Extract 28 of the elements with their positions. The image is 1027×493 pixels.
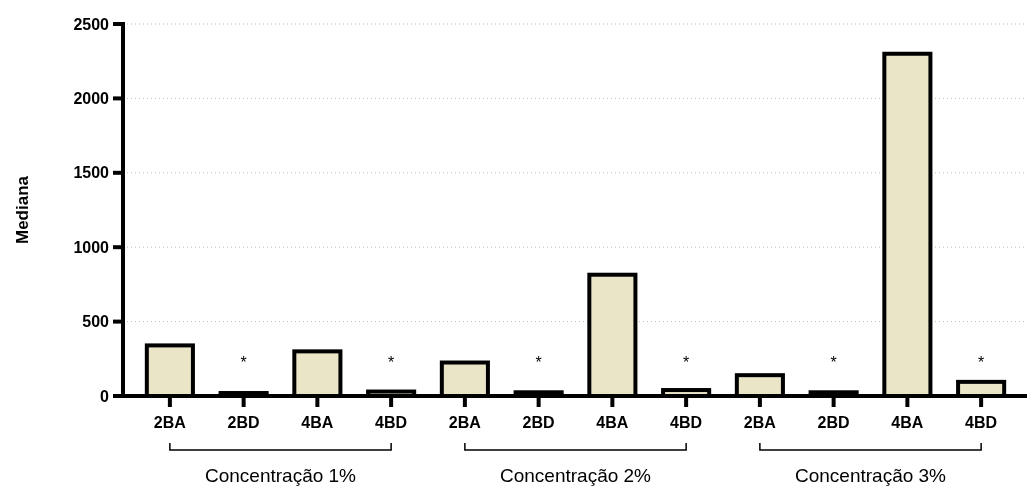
annotation: * [240,354,247,371]
text: Concentração 3% [794,465,947,486]
y-tick-label: 1000 [73,238,110,256]
annotation: * [978,354,985,371]
y-tick-label: 0 [100,387,110,405]
x-tick-label: 4BA [301,414,334,431]
y-tick-label: 2000 [73,90,110,107]
x-tick-label: 2BD [817,414,850,431]
x-tick-label: 2BA [153,414,187,431]
y-tick-label: 1500 [73,164,110,182]
annotation: * [388,354,395,371]
x-tick-label: 2BA [743,414,777,431]
x-tick-label: 4BD [375,414,408,431]
x-tick-label: 2BD [522,414,555,431]
x-tick-label: 4BA [596,414,629,431]
x-tick-label: 2BA [448,414,482,431]
x-tick-label: 4BD [965,414,998,431]
x-tick-label: 4BA [891,414,924,431]
y-tick-label: 2500 [73,15,110,33]
x-tick-label: 4BD [670,414,703,431]
annotation: * [535,354,542,371]
text: Concentração 2% [499,465,652,486]
text: Concentração 1% [204,465,357,486]
y-axis-title: Mediana [13,175,32,245]
x-tick-label: 2BD [227,414,260,431]
annotation: * [830,354,837,371]
annotation: * [683,354,690,371]
y-tick-label: 500 [82,313,110,331]
